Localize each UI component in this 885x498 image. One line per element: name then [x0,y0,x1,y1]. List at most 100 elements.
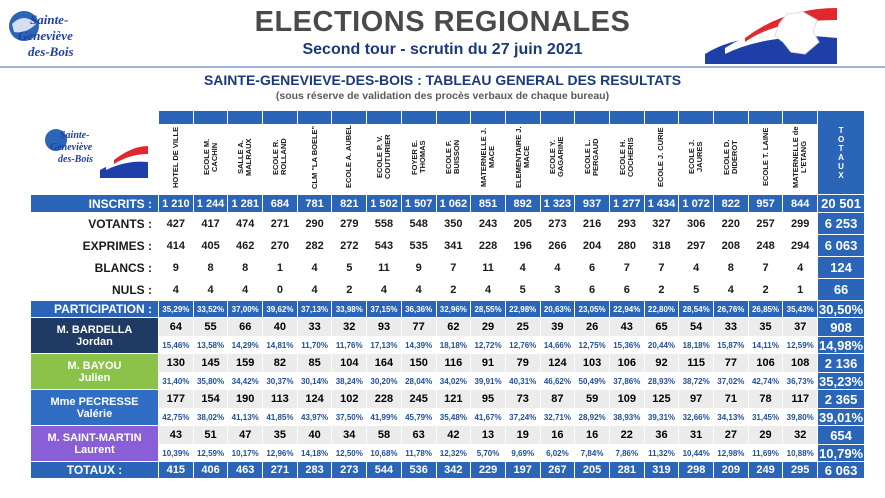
cell-value: 0 [262,278,298,301]
candidate-votes: 115 [678,353,714,373]
candidate-pct: 14,66% [539,336,576,354]
candidate-pct: 42,74% [747,372,784,390]
candidate-pct: 10,44% [678,444,714,462]
candidate-votes: 16 [574,425,610,445]
cell-value: 248 [747,234,784,257]
candidate-votes: 82 [262,353,298,373]
candidate-pct: 11,78% [400,444,437,462]
participation-value: 22,98% [504,300,541,318]
candidate-pct: 14,29% [227,336,264,354]
svg-text:des-Bois: des-Bois [58,154,93,165]
candidate-pct: 12,98% [713,444,749,462]
candidate-pct: 37,24% [504,408,541,426]
cell-value: 6 [574,256,610,279]
cell-value: 1 244 [192,194,229,213]
bureau-name: MATERNELLE J. MACE [470,124,506,195]
candidate-votes: 63 [400,425,437,445]
cell-value: 6 [574,278,610,301]
candidate-name: M. SAINT-MARTIN Laurent [30,425,159,462]
candidate-votes: 58 [366,425,402,445]
bureau-name-label: ECOLE H. COCHERIS [617,137,635,177]
bureau-number [470,110,506,125]
candidate-pct: 14,39% [400,336,437,354]
candidate-pct-total: 35,23% [817,372,866,390]
bureau-name-label: ECOLE M. CACHIN [201,138,219,176]
candidate-votes: 47 [227,425,264,445]
cell-value: 4 [470,278,506,301]
candidate-pct: 32,71% [539,408,576,426]
candidate-last-name: M. SAINT-MARTIN [47,431,142,444]
candidate-first-name: Julien [78,371,111,384]
cell-value: 205 [504,212,541,235]
totaux-value: 209 [713,461,749,479]
bureau-name-label: ECOLE L. PERGAUD [583,138,601,176]
candidate-pct: 38,72% [678,372,714,390]
candidate-pct: 38,93% [608,408,645,426]
page-title: ELECTIONS REGIONALES [254,6,631,38]
cell-value: 290 [296,212,333,235]
candidate-votes: 33 [296,317,333,337]
candidate-total: 2 365 [817,389,866,409]
candidate-votes: 245 [400,389,437,409]
candidate-votes: 95 [470,389,506,409]
candidate-pct-total: 14,98% [817,336,866,354]
candidate-votes: 121 [435,389,472,409]
candidate-pct: 35,80% [192,372,229,390]
bureau-name: MATERNELLE de L'ETANG [782,124,819,195]
candidate-votes: 109 [608,389,645,409]
candidate-pct: 18,18% [435,336,472,354]
results-table: Sainte- Geneviève des-Bois T O T A U X HOTEL DE V… [30,110,866,479]
row-label: INSCRITS : [30,194,159,213]
candidate-votes: 190 [227,389,264,409]
candidate-pct: 34,42% [227,372,264,390]
candidate-votes: 106 [608,353,645,373]
row-total: 6 253 [817,212,866,235]
candidate-votes: 34 [331,425,368,445]
bureau-name-label: ECOLE T. LAINE [760,127,770,187]
bureau-name: ECOLE J. CURIE [643,124,680,195]
candidate-last-name: Mme PECRESSE [50,395,139,408]
candidate-votes: 65 [643,317,680,337]
cell-value: 220 [713,212,749,235]
candidate-first-name: Laurent [74,443,115,456]
cell-value: 684 [262,194,298,213]
cell-value: 208 [713,234,749,257]
candidate-name: M. BARDELLA Jordan [30,317,159,354]
candidate-votes: 97 [678,389,714,409]
candidate-pct: 7,84% [574,444,610,462]
candidate-pct: 17,13% [366,336,402,354]
cell-value: 4 [158,278,194,301]
candidate-votes: 13 [470,425,506,445]
candidate-votes: 71 [713,389,749,409]
candidate-votes: 145 [192,353,229,373]
bureau-number [366,110,402,125]
cell-value: 8 [227,256,264,279]
cell-value: 6 [608,278,645,301]
cell-value: 4 [782,256,819,279]
totaux-value: 197 [504,461,541,479]
candidate-pct: 12,96% [262,444,298,462]
candidate-pct: 41,99% [366,408,402,426]
candidate-votes: 73 [504,389,541,409]
validation-note: (sous réserve de validation des procès v… [275,90,610,102]
candidate-votes: 32 [782,425,819,445]
bureau-name: ELEMENTAIRE J. MACE [504,124,541,195]
candidate-pct: 39,91% [470,372,506,390]
bureau-number [262,110,298,125]
participation-value: 22,94% [608,300,645,318]
cell-value: 4 [227,278,264,301]
bureau-name-label: ECOLE R. ROLLAND [270,138,288,176]
candidate-pct: 35,48% [435,408,472,426]
cell-value: 270 [262,234,298,257]
bureau-name-label: ECOLE A. AUBEL [344,125,354,189]
cell-value: 405 [192,234,229,257]
participation-value: 23,05% [574,300,610,318]
totaux-value: 249 [747,461,784,479]
cell-value: 474 [227,212,264,235]
cell-value: 417 [192,212,229,235]
bureau-number [296,110,333,125]
candidate-votes: 54 [678,317,714,337]
header-divider [0,66,885,68]
